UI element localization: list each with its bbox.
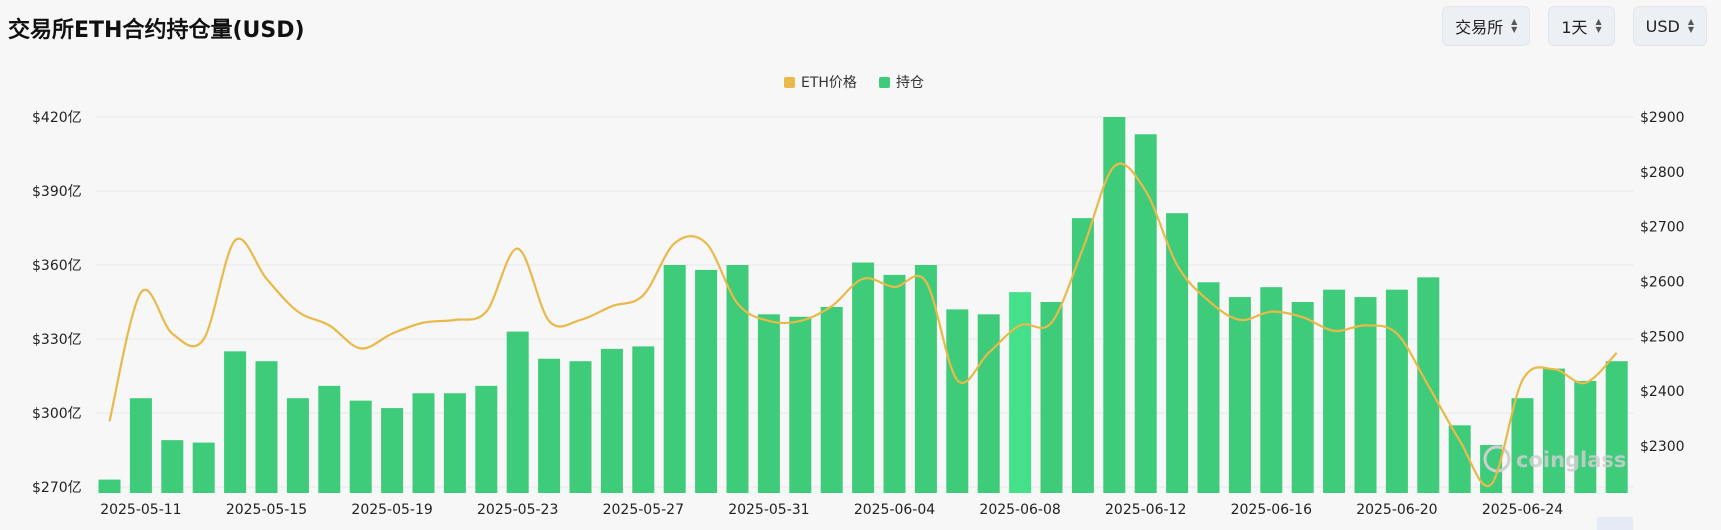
y-axis-left: $270亿 $300亿 $330亿 $360亿 $390亿 $420亿 — [32, 110, 82, 496]
x-tick-label: 2025-06-16 — [1231, 502, 1312, 518]
y-right-tick-label: $2300 — [1640, 439, 1685, 455]
interval-select[interactable]: 1天 ▲ ▼ — [1548, 6, 1615, 46]
bar — [1040, 302, 1063, 493]
bar — [1103, 117, 1126, 493]
y-right-tick-label: $2900 — [1640, 110, 1685, 126]
y-axis-right: $2300 $2400 $2500 $2600 $2700 $2800 $2900 — [1640, 110, 1685, 455]
x-tick-label: 2025-05-15 — [226, 502, 307, 518]
bar — [1197, 282, 1220, 493]
bar — [1071, 218, 1094, 493]
legend-label: ETH价格 — [801, 75, 857, 91]
bar — [663, 265, 686, 493]
y-right-tick-label: $2700 — [1640, 220, 1685, 236]
bar — [977, 314, 1000, 493]
bar — [632, 346, 655, 493]
bar — [506, 331, 529, 493]
bar — [695, 269, 718, 493]
x-tick-label: 2025-06-24 — [1482, 502, 1563, 518]
bar — [1228, 297, 1251, 493]
bar — [349, 400, 372, 493]
chevron-up-down-icon: ▲ ▼ — [1687, 17, 1694, 34]
bar — [443, 393, 466, 493]
y-left-tick-label: $360亿 — [32, 258, 82, 274]
x-tick-label: 2025-05-27 — [603, 502, 684, 518]
x-tick-label: 2025-06-04 — [854, 502, 935, 518]
x-tick-label: 2025-05-19 — [351, 502, 432, 518]
legend-swatch — [879, 77, 890, 88]
bar — [852, 262, 875, 493]
bar — [1134, 134, 1157, 493]
y-left-tick-label: $270亿 — [32, 480, 82, 496]
bar — [318, 385, 341, 493]
currency-select-label: USD — [1645, 16, 1680, 36]
bar — [538, 358, 561, 493]
bar — [192, 442, 215, 493]
bar — [1260, 287, 1283, 493]
bar — [1009, 292, 1032, 493]
bar — [475, 385, 498, 493]
legend-swatch — [784, 77, 795, 88]
bar — [381, 408, 404, 493]
interval-select-label: 1天 — [1561, 18, 1588, 37]
eth-price-line — [108, 162, 1618, 488]
bar-series-open-interest — [98, 117, 1628, 493]
y-left-tick-label: $300亿 — [32, 406, 82, 422]
chart-controls: 交易所 ▲ ▼ 1天 ▲ ▼ USD ▲ ▼ — [1442, 6, 1707, 46]
exchange-select-label: 交易所 — [1455, 18, 1504, 37]
bar — [600, 348, 623, 493]
y-right-tick-label: $2600 — [1640, 275, 1685, 291]
bar — [1354, 297, 1377, 493]
watermark-text: coinglass — [1516, 448, 1626, 472]
currency-select[interactable]: USD ▲ ▼ — [1632, 6, 1707, 46]
x-axis: 2025-05-11 2025-05-15 2025-05-19 2025-05-23… — [100, 502, 1563, 518]
chevron-up-down-icon: ▲ ▼ — [1511, 17, 1518, 34]
bar — [255, 361, 278, 493]
bar — [1448, 425, 1471, 493]
exchange-select[interactable]: 交易所 ▲ ▼ — [1442, 6, 1531, 46]
y-left-tick-label: $330亿 — [32, 332, 82, 348]
bar — [129, 398, 152, 493]
x-tick-label: 2025-05-31 — [728, 502, 809, 518]
bar — [1323, 289, 1346, 493]
bar — [161, 440, 184, 493]
bar — [1605, 361, 1628, 493]
bar — [946, 309, 969, 493]
y-right-tick-label: $2400 — [1640, 384, 1685, 400]
x-tick-label: 2025-06-08 — [979, 502, 1060, 518]
bar — [1291, 302, 1314, 493]
page-title: 交易所ETH合约持仓量(USD) — [8, 18, 305, 43]
bar — [1385, 289, 1408, 493]
bar — [1542, 368, 1565, 493]
y-left-tick-label: $390亿 — [32, 184, 82, 200]
x-tick-label: 2025-06-12 — [1105, 502, 1186, 518]
x-tick-label: 2025-06-20 — [1356, 502, 1437, 518]
bar — [726, 265, 749, 493]
bar — [1511, 398, 1534, 493]
x-tick-label: 2025-05-23 — [477, 502, 558, 518]
y-left-tick-label: $420亿 — [32, 110, 82, 126]
bar — [789, 316, 812, 493]
bar — [883, 274, 906, 493]
bar — [224, 351, 247, 493]
x-tick-label: 2025-05-11 — [100, 502, 181, 518]
bar — [412, 393, 435, 493]
chart-legend: ETH价格 持仓 — [784, 75, 924, 91]
bar — [98, 479, 121, 493]
chevron-up-down-icon: ▲ ▼ — [1595, 17, 1602, 34]
bar — [286, 398, 309, 493]
bar — [914, 265, 937, 493]
legend-label: 持仓 — [896, 75, 924, 91]
line-series-eth-price — [108, 162, 1618, 488]
bar — [757, 314, 780, 493]
bar — [569, 361, 592, 493]
watermark: coinglass — [1483, 445, 1626, 473]
bar — [1574, 380, 1597, 493]
y-right-tick-label: $2500 — [1640, 329, 1685, 345]
y-right-tick-label: $2800 — [1640, 165, 1685, 181]
bar — [1166, 213, 1189, 493]
scroll-handle[interactable] — [1597, 517, 1633, 530]
bar — [820, 306, 843, 493]
